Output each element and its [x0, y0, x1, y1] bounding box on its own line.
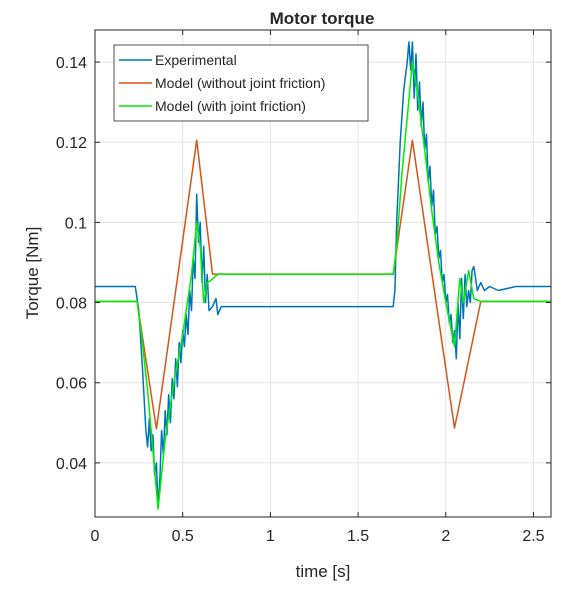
legend-label-model-with-friction: Model (with joint friction)	[155, 98, 306, 114]
y-axis-label: Torque [Nm]	[23, 227, 42, 320]
x-tick-label: 0	[91, 528, 100, 545]
x-tick-label: 1.5	[347, 528, 369, 545]
chart-title: Motor torque	[270, 9, 375, 28]
series-line-model-with-friction	[95, 61, 551, 510]
legend-label-model-without-friction: Model (without joint friction)	[155, 75, 325, 91]
series-lines	[95, 41, 551, 510]
x-axis-label: time [s]	[296, 562, 351, 581]
x-tick-label: 0.5	[172, 528, 194, 545]
x-tick-label: 2	[441, 528, 450, 545]
plot-frame	[94, 29, 552, 518]
x-tick-label: 2.5	[522, 528, 544, 545]
y-tick-label: 0.08	[56, 296, 87, 313]
legend-box	[113, 44, 369, 122]
legend: Experimental Model (without joint fricti…	[113, 44, 369, 122]
legend-label-experimental: Experimental	[155, 52, 237, 68]
y-tick-label: 0.1	[65, 215, 87, 232]
y-tick-label: 0.12	[56, 135, 87, 152]
x-tick-label: 1	[266, 528, 275, 545]
y-tick-label: 0.14	[56, 55, 87, 72]
y-tick-label: 0.06	[56, 376, 87, 393]
ticks: 0 0.5 1 1.5 2 2.5 0.04 0.06 0.08 0.1 0.12 0.14	[56, 30, 551, 545]
y-tick-label: 0.04	[56, 456, 87, 473]
